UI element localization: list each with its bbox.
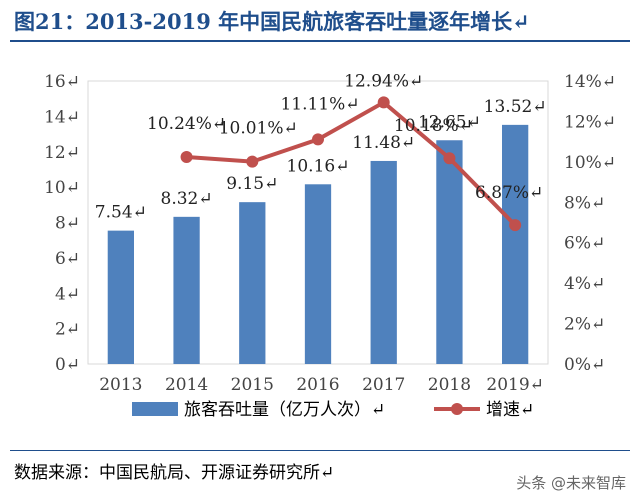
bar-2013: [107, 230, 134, 364]
x-axis-tick-label: 2015: [231, 375, 274, 395]
x-axis-tick-label: 2017: [362, 375, 405, 395]
left-axis-tick-label: 6↵: [55, 249, 80, 269]
growth-line: [186, 100, 517, 227]
growth-value-label: 10.24%↵: [147, 114, 226, 134]
left-axis-tick-label: 8↵: [55, 214, 80, 234]
left-axis-tick-label: 2↵: [55, 320, 80, 340]
left-axis-tick-label: 0↵: [55, 355, 80, 375]
right-axis-tick-label: 14%↵: [564, 72, 616, 92]
bar-value-label: 7.54↵: [95, 203, 147, 223]
legend-swatch-marker: [451, 403, 463, 415]
bar-value-label: 9.15↵: [226, 174, 278, 194]
x-axis-tick-label: 2018: [428, 375, 471, 395]
x-axis-tick-label: 2013: [99, 375, 142, 395]
growth-value-label: 10.18%↵: [394, 116, 473, 136]
bar-2014: [173, 216, 200, 364]
line-labels: 10.24%↵10.01%↵ 11.11%↵ 12.94%↵ 10.18%↵ 6.87%…: [147, 71, 543, 203]
x-axis-tick-label: 2014: [165, 375, 208, 395]
bar-2017: [370, 160, 397, 364]
growth-value-label: 6.87%↵: [475, 183, 543, 203]
bar-value-label: 13.52↵: [484, 97, 547, 117]
line-series: [180, 96, 522, 232]
growth-point-2019: [509, 219, 522, 232]
growth-value-label: 12.94%↵: [344, 71, 423, 91]
right-axis: 0%↵ 2%↵ 4%↵ 6%↵ 8%↵ 10%↵ 12%↵ 14%↵: [564, 72, 616, 375]
right-axis-tick-label: 6%↵: [564, 234, 605, 254]
right-axis-tick-label: 2%↵: [564, 315, 605, 335]
growth-value-label: 11.11%↵: [280, 94, 359, 114]
left-axis-tick-label: 12↵: [44, 143, 80, 163]
legend-label-bar: 旅客吞吐量（亿万人次）↵: [184, 400, 385, 420]
bar-labels: 7.54↵ 8.32↵ 9.15↵ 10.16↵11.48↵12.65↵13.52↵: [95, 97, 547, 223]
growth-point-2017: [377, 96, 390, 109]
title-divider: [10, 40, 630, 42]
growth-point-2016: [312, 133, 324, 146]
bar-value-label: 11.48↵: [352, 133, 415, 153]
source-divider: [10, 450, 630, 451]
bar-series: [107, 124, 529, 365]
left-axis-tick-label: 10↵: [44, 178, 80, 198]
right-axis-tick-label: 10%↵: [564, 153, 616, 173]
left-axis-tick-label: 4↵: [55, 284, 80, 304]
bar-value-label: 10.16↵: [287, 156, 350, 176]
left-axis: 0↵ 2↵ 4↵ 6↵ 8↵ 10↵ 12↵ 14↵ 16↵: [44, 72, 80, 375]
bar-2015: [239, 202, 266, 364]
left-axis-tick-label: 16↵: [44, 72, 80, 92]
x-axis-tick-label: 2016: [296, 375, 339, 395]
source-note: 数据来源：中国民航局、开源证券研究所↵: [14, 463, 335, 483]
bar-2019: [502, 124, 529, 365]
right-axis-tick-label: 0%↵: [564, 355, 605, 375]
watermark: 头条 @未来智库: [516, 474, 626, 492]
bar-value-label: 8.32↵: [161, 189, 213, 209]
growth-point-2015: [246, 155, 259, 168]
right-axis-tick-label: 4%↵: [564, 274, 605, 294]
bar-2018: [436, 140, 463, 364]
left-axis-tick-label: 14↵: [44, 107, 80, 127]
legend-label-line: 增速↵: [486, 400, 534, 420]
figure-title: 图21：2013-2019 年中国民航旅客吞吐量逐年增长↵: [14, 9, 530, 34]
chart-canvas: 0↵ 2↵ 4↵ 6↵ 8↵ 10↵ 12↵ 14↵ 16↵ 0%↵ 2%↵ 4%↵ 6%↵ 8%↵ 10…: [44, 71, 616, 420]
legend: 旅客吞吐量（亿万人次）↵ 增速↵: [132, 400, 534, 420]
growth-point-2018: [443, 152, 456, 165]
right-axis-tick-label: 8%↵: [564, 193, 605, 213]
legend-swatch-bar: [132, 402, 178, 416]
x-axis-tick-label: 2019↵: [486, 375, 544, 395]
growth-value-label: 10.01%↵: [219, 119, 298, 139]
right-axis-tick-label: 12%↵: [564, 112, 616, 132]
x-axis: 2013 2014 2015 2016 2017 2018 2019↵: [99, 375, 544, 395]
bar-value-label: 12.65↵: [418, 112, 481, 132]
growth-point-2014: [180, 151, 193, 164]
bar-2016: [304, 184, 332, 364]
